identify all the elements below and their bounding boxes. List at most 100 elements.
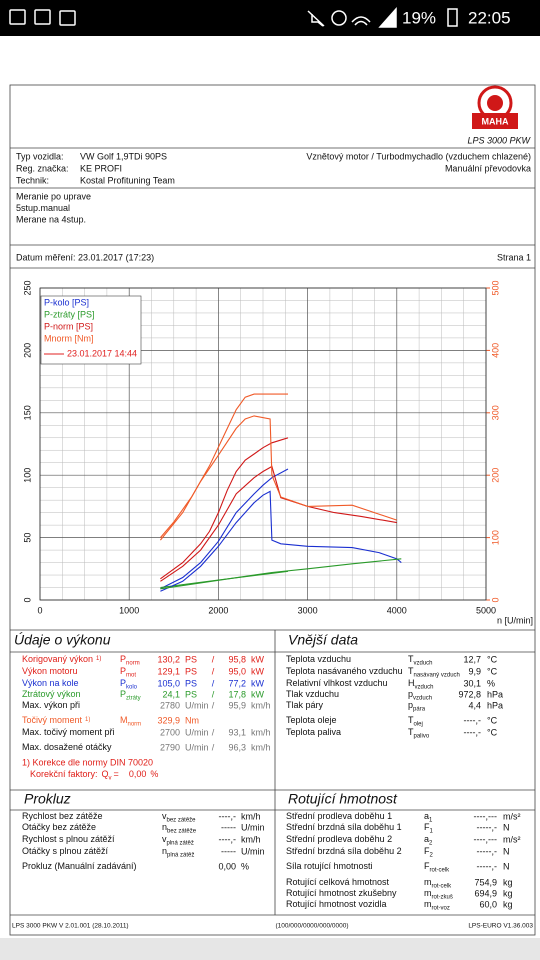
row-label-text: Otáčky s plnou zátěží <box>22 846 109 856</box>
row-label-text: Rotující hmotnost zkušebny <box>286 888 397 898</box>
bottom-bar <box>0 938 540 960</box>
row-label-text: Otáčky bez zátěže <box>22 822 96 832</box>
status-icons <box>9 7 397 28</box>
row-label: Síla rotující hmotnosti <box>286 861 373 871</box>
row-value: 24,1 <box>162 689 180 699</box>
row-value: kW <box>251 666 265 676</box>
row-value: 96,3 <box>228 742 246 752</box>
row-value: N <box>503 861 510 871</box>
row-value: 9,9 <box>468 666 481 676</box>
correction-factor: Korekční faktory: Qv = 0,00% <box>30 769 158 781</box>
row-value: ----- <box>221 822 236 832</box>
measurement-date: Datum měření: 23.01.2017 (17:23) <box>16 252 154 262</box>
symbol: vbez zátěže <box>162 811 196 823</box>
series-line <box>159 415 397 541</box>
row-value: m/s² <box>503 811 521 821</box>
row-value: kg <box>503 888 513 898</box>
row-label: Střední brzdná síla doběhu 1 <box>286 822 402 832</box>
row-value: km/h <box>251 727 271 737</box>
symbol-sub: bez zátěže <box>167 817 197 823</box>
row-label: Relativní vlhkost vzduchu <box>286 678 388 688</box>
symbol-base: H <box>408 678 415 688</box>
symbol-base: F <box>424 861 430 871</box>
row-value: U/min <box>185 742 209 752</box>
row-value: U/min <box>185 727 209 737</box>
row-value: 972,8 <box>458 689 481 699</box>
vehicle-value: VW Golf 1,9TDi 90PS <box>80 151 167 161</box>
symbol-base: p <box>408 700 413 710</box>
symbol-sub: rot-zkuš <box>432 894 453 900</box>
factor-eq: = <box>114 769 119 779</box>
row-value: / <box>212 700 215 710</box>
row-label-text: Střední prodleva doběhu 1 <box>286 811 392 821</box>
symbol-base: P <box>120 666 126 676</box>
battery-icon <box>447 8 458 27</box>
symbol: vplná zátěž <box>162 834 194 846</box>
symbol: Pztráty <box>120 689 141 701</box>
row-label: Točivý moment 1) <box>22 715 90 725</box>
symbol-base: n <box>162 822 167 832</box>
symbol-base: v <box>162 834 167 844</box>
row-value: / <box>212 654 215 664</box>
y2-tick-label: 100 <box>490 530 500 545</box>
row-value: kW <box>251 678 265 688</box>
row-value: °C <box>487 654 498 664</box>
row-value: km/h <box>251 742 271 752</box>
row-label: Rotující celková hmotnost <box>286 877 390 887</box>
row-value: m/s² <box>503 834 521 844</box>
symbol-sub: norm <box>126 660 140 666</box>
row-label: Rotující hmotnost zkušebny <box>286 888 397 898</box>
row-value: / <box>212 727 215 737</box>
row-label-text: Max. točivý moment při <box>22 727 115 737</box>
row-label: Max. točivý moment při <box>22 727 115 737</box>
row-value: 93,1 <box>228 727 246 737</box>
row-label: Ztrátový výkon <box>22 689 81 699</box>
x-tick-label: 1000 <box>119 605 139 615</box>
note: 5stup.manual <box>16 203 70 213</box>
row-value: / <box>212 678 215 688</box>
factor-unit: % <box>150 769 158 779</box>
row-label-text: Max. dosažené otáčky <box>22 742 112 752</box>
row-label-text: Síla rotující hmotnosti <box>286 861 373 871</box>
symbol-base: T <box>408 666 414 676</box>
symbol: Mnorm <box>120 715 141 727</box>
row-value: 95,9 <box>228 700 246 710</box>
row-label-text: Korigovaný výkon <box>22 654 93 664</box>
legend-label: Mnorm [Nm] <box>44 333 94 343</box>
row-label: Střední prodleva doběhu 1 <box>286 811 392 821</box>
row-label-text: Střední brzdná síla doběhu 1 <box>286 822 402 832</box>
symbol-base: m <box>424 899 432 909</box>
symbol: Tolej <box>408 715 423 727</box>
clock: 22:05 <box>468 8 511 27</box>
product: LPS 3000 PKW <box>467 135 531 145</box>
panel-title: Prokluz <box>24 791 71 807</box>
row-label: Teplota vzduchu <box>286 654 351 664</box>
row-label: Výkon na kole <box>22 678 79 688</box>
symbol-base: a <box>424 811 429 821</box>
row-label: Tlak páry <box>286 700 324 710</box>
symbol: Frot-celk <box>424 861 450 873</box>
row-value: 2700 <box>160 727 180 737</box>
row-value: 129,1 <box>157 666 180 676</box>
symbol-sub: norm <box>128 721 142 727</box>
row-note: 1) <box>85 717 90 723</box>
symbol: F1 <box>424 822 434 834</box>
row-label-text: Teplota oleje <box>286 715 337 725</box>
y2-tick-label: 0 <box>490 597 500 602</box>
row-label-text: Výkon motoru <box>22 666 78 676</box>
row-value: 77,2 <box>228 678 246 688</box>
status-bar <box>0 0 540 36</box>
vehicle-value: Kostal Profituning Team <box>80 175 175 185</box>
row-label: Teplota nasávaného vzduchu <box>286 666 403 676</box>
row-label-text: Rychlost s plnou zátěží <box>22 834 115 844</box>
symbol-sub: vzduch <box>413 695 432 701</box>
row-label: Max. dosažené otáčky <box>22 742 112 752</box>
series-line <box>160 490 402 592</box>
symbol-sub: olej <box>414 721 423 727</box>
row-label-text: Prokluz (Manuální zadávání) <box>22 861 137 871</box>
row-value: N <box>503 822 510 832</box>
vehicle-key: Technik: <box>16 175 49 185</box>
row-value: 12,7 <box>463 654 481 664</box>
row-value: PS <box>185 689 197 699</box>
